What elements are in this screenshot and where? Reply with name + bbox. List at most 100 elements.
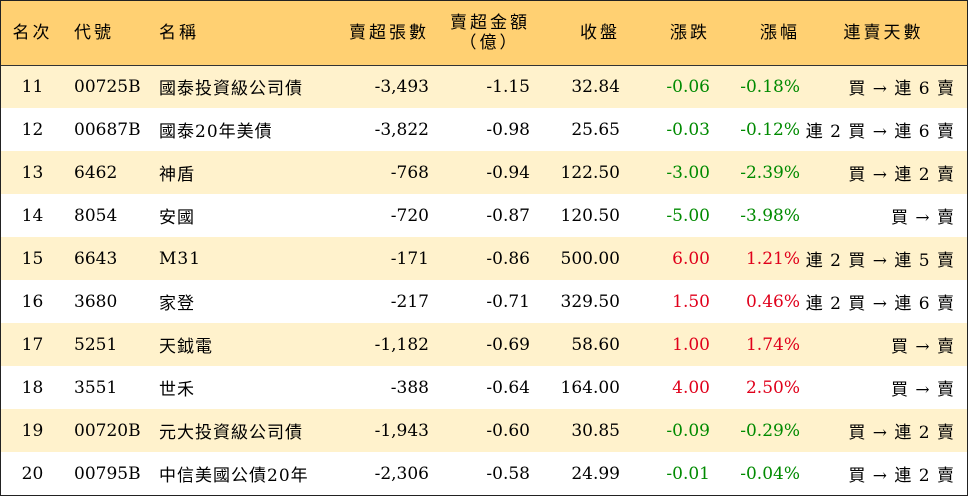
table-row: 13 6462 神盾 -768 -0.94 122.50 -3.00 -2.39% 買 → 連 … (1, 151, 967, 194)
cell-percent: -0.18% (740, 76, 800, 97)
cell-change: -0.01 (666, 463, 710, 484)
cell-amount: -0.98 (486, 119, 530, 140)
cell-percent: -0.04% (740, 463, 800, 484)
cell-percent: -2.39% (740, 162, 800, 183)
cell-code: 00687B (74, 119, 141, 140)
header-rank: 名次 (1, 1, 64, 66)
cell-name: 天鉞電 (159, 337, 213, 357)
cell-name: 國泰20年美債 (159, 122, 273, 142)
header-amount: 賣超金額 （億） (429, 1, 530, 66)
cell-rank: 20 (21, 463, 44, 484)
header-volume: 賣超張數 (334, 1, 429, 66)
table-body: 11 00725B 國泰投資級公司債 -3,493 -1.15 32.84 -0.06 -0.… (1, 65, 967, 495)
cell-rank: 14 (21, 205, 44, 226)
cell-code: 8054 (74, 205, 118, 226)
header-amount-line1: 賣超金額 (450, 12, 530, 33)
cell-close: 329.50 (560, 291, 620, 312)
cell-days: 買 → 連 2 賣 (848, 423, 955, 443)
cell-days: 連 2 買 → 連 5 賣 (805, 251, 955, 271)
table-row: 14 8054 安國 -720 -0.87 120.50 -5.00 -3.98% 買 → 賣 (1, 194, 967, 237)
cell-change: 1.00 (672, 334, 710, 355)
cell-close: 122.50 (560, 162, 620, 183)
cell-days: 買 → 賣 (890, 380, 955, 400)
cell-code: 3680 (74, 291, 118, 312)
cell-close: 58.60 (571, 334, 620, 355)
cell-rank: 17 (21, 334, 44, 355)
cell-change: -0.03 (666, 119, 710, 140)
cell-volume: -2,306 (374, 463, 429, 484)
cell-days: 買 → 連 6 賣 (848, 79, 955, 100)
cell-amount: -0.86 (486, 248, 530, 269)
cell-percent: -0.29% (740, 420, 800, 441)
cell-days: 連 2 買 → 連 6 賣 (805, 122, 955, 142)
table-header: 名次 代號 名稱 賣超張數 賣超金額 （億） 收盤 漲跌 漲幅 連賣天數 (1, 1, 967, 66)
table-row: 17 5251 天鉞電 -1,182 -0.69 58.60 1.00 1.74% 買 → 賣 (1, 323, 967, 366)
cell-change: -3.00 (666, 162, 710, 183)
cell-change: 1.50 (672, 291, 710, 312)
cell-percent: -3.98% (740, 205, 800, 226)
header-change: 漲跌 (620, 1, 710, 66)
cell-amount: -0.60 (486, 420, 530, 441)
cell-rank: 13 (21, 162, 44, 183)
cell-amount: -0.87 (486, 205, 530, 226)
cell-days: 買 → 賣 (890, 208, 955, 228)
cell-name: 國泰投資級公司債 (159, 79, 303, 100)
cell-code: 00720B (74, 420, 141, 441)
cell-volume: -388 (390, 377, 429, 398)
cell-name: 中信美國公債20年 (159, 466, 309, 486)
header-row: 名次 代號 名稱 賣超張數 賣超金額 （億） 收盤 漲跌 漲幅 連賣天數 (1, 1, 967, 66)
table-row: 12 00687B 國泰20年美債 -3,822 -0.98 25.65 -0.03 -0.1… (1, 108, 967, 151)
header-close: 收盤 (530, 1, 620, 66)
cell-percent: 0.46% (745, 291, 800, 312)
table-row: 18 3551 世禾 -388 -0.64 164.00 4.00 2.50% 買 → 賣 (1, 366, 967, 409)
cell-rank: 16 (21, 291, 44, 312)
cell-rank: 19 (21, 420, 44, 441)
cell-volume: -217 (390, 291, 429, 312)
cell-percent: -0.12% (740, 119, 800, 140)
cell-volume: -1,182 (374, 334, 429, 355)
header-amount-line2: （億） (459, 32, 520, 53)
cell-days: 買 → 連 2 賣 (848, 165, 955, 185)
cell-change: -0.09 (666, 420, 710, 441)
cell-code: 6643 (74, 248, 118, 269)
cell-change: -0.06 (666, 76, 710, 97)
cell-code: 00725B (74, 76, 141, 97)
cell-close: 24.99 (571, 463, 620, 484)
cell-close: 25.65 (571, 119, 620, 140)
cell-rank: 18 (21, 377, 44, 398)
cell-code: 00795B (74, 463, 141, 484)
cell-amount: -0.69 (486, 334, 530, 355)
cell-amount: -0.64 (486, 377, 530, 398)
cell-volume: -3,822 (374, 119, 429, 140)
table-row: 15 6643 M31 -171 -0.86 500.00 6.00 1.21% 連 2 買 →… (1, 237, 967, 280)
cell-volume: -1,943 (374, 420, 429, 441)
cell-change: -5.00 (666, 205, 710, 226)
cell-name: 家登 (159, 294, 195, 314)
cell-amount: -0.94 (486, 162, 530, 183)
cell-name: 世禾 (159, 380, 195, 400)
cell-amount: -1.15 (486, 76, 530, 97)
cell-name: M31 (159, 248, 202, 269)
cell-close: 30.85 (571, 420, 620, 441)
cell-name: 神盾 (159, 165, 195, 185)
cell-close: 164.00 (560, 377, 620, 398)
cell-amount: -0.71 (486, 291, 530, 312)
table-row: 11 00725B 國泰投資級公司債 -3,493 -1.15 32.84 -0.06 -0.… (1, 65, 967, 108)
cell-volume: -768 (390, 162, 429, 183)
cell-volume: -171 (390, 248, 429, 269)
cell-days: 連 2 買 → 連 6 賣 (805, 294, 955, 314)
cell-close: 500.00 (560, 248, 620, 269)
cell-percent: 1.74% (745, 334, 800, 355)
header-days: 連賣天數 (800, 1, 967, 66)
cell-name: 元大投資級公司債 (159, 423, 303, 443)
cell-volume: -3,493 (374, 76, 429, 97)
cell-close: 120.50 (560, 205, 620, 226)
header-percent: 漲幅 (710, 1, 800, 66)
cell-amount: -0.58 (486, 463, 530, 484)
header-code: 代號 (64, 1, 159, 66)
cell-code: 3551 (74, 377, 118, 398)
table-row: 19 00720B 元大投資級公司債 -1,943 -0.60 30.85 -0.09 -0.… (1, 409, 967, 452)
cell-code: 5251 (74, 334, 118, 355)
